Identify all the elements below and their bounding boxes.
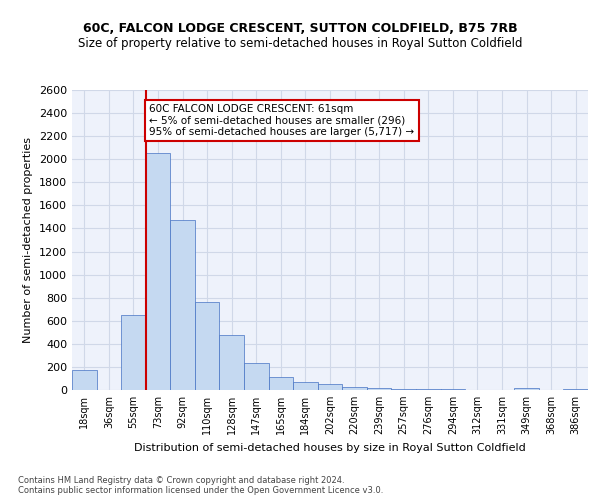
- Y-axis label: Number of semi-detached properties: Number of semi-detached properties: [23, 137, 34, 343]
- Bar: [367, 388, 391, 390]
- Bar: [170, 220, 195, 390]
- Text: Size of property relative to semi-detached houses in Royal Sutton Coldfield: Size of property relative to semi-detach…: [78, 38, 522, 51]
- Bar: [293, 382, 318, 390]
- Bar: [121, 315, 146, 390]
- Bar: [220, 334, 244, 390]
- Bar: [342, 386, 367, 390]
- Bar: [244, 363, 269, 390]
- Bar: [514, 388, 539, 390]
- Bar: [318, 384, 342, 390]
- Bar: [195, 302, 220, 390]
- Bar: [146, 154, 170, 390]
- X-axis label: Distribution of semi-detached houses by size in Royal Sutton Coldfield: Distribution of semi-detached houses by …: [134, 442, 526, 452]
- Bar: [72, 370, 97, 390]
- Text: Contains public sector information licensed under the Open Government Licence v3: Contains public sector information licen…: [18, 486, 383, 495]
- Text: Contains HM Land Registry data © Crown copyright and database right 2024.: Contains HM Land Registry data © Crown c…: [18, 476, 344, 485]
- Text: 60C FALCON LODGE CRESCENT: 61sqm
← 5% of semi-detached houses are smaller (296)
: 60C FALCON LODGE CRESCENT: 61sqm ← 5% of…: [149, 104, 415, 137]
- Text: 60C, FALCON LODGE CRESCENT, SUTTON COLDFIELD, B75 7RB: 60C, FALCON LODGE CRESCENT, SUTTON COLDF…: [83, 22, 517, 36]
- Bar: [269, 376, 293, 390]
